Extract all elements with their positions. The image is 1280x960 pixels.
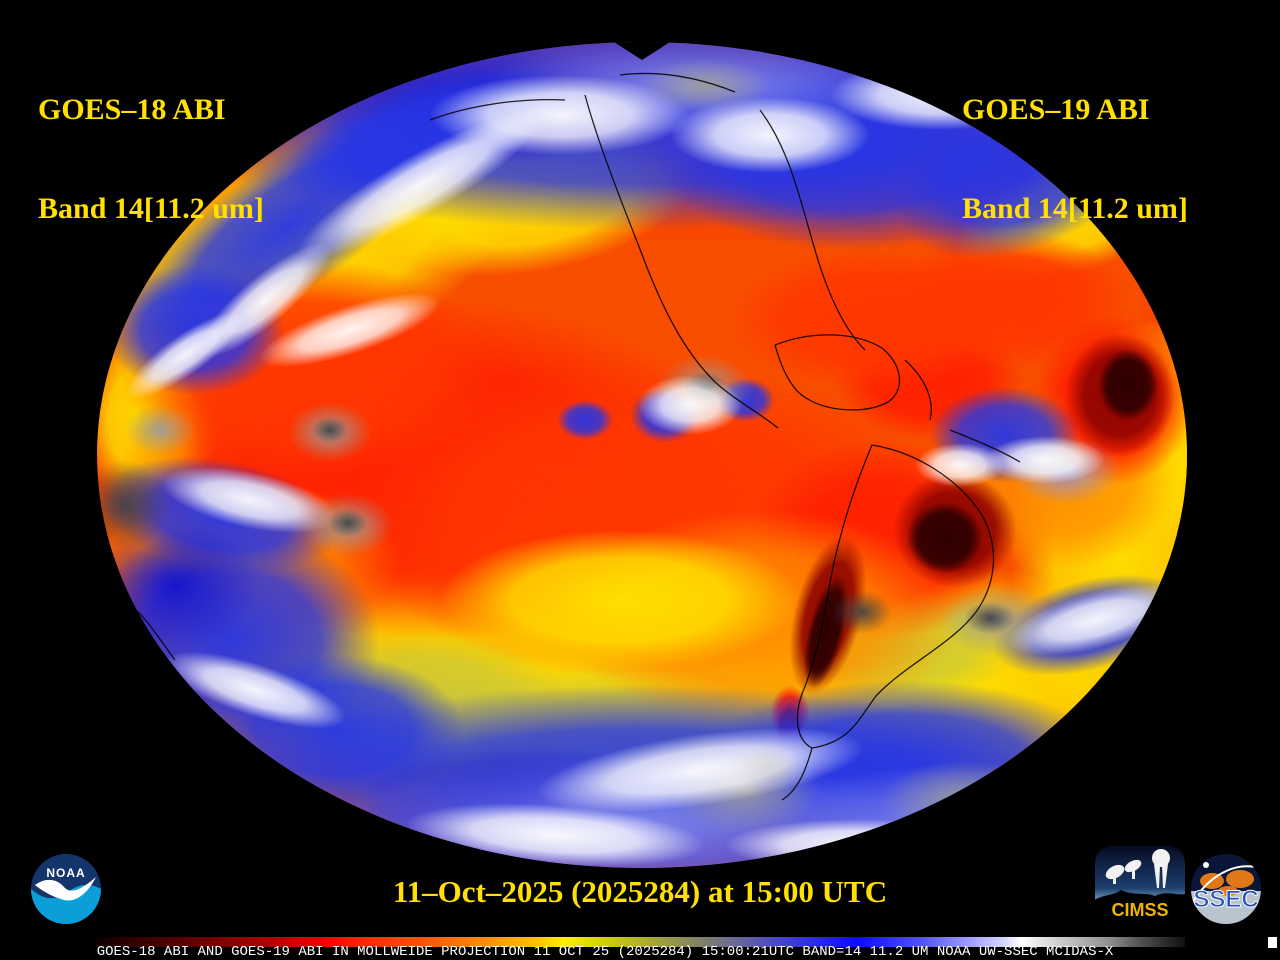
noaa-logo-text: NOAA [46, 866, 85, 880]
noaa-bird-icon [35, 877, 96, 901]
ssec-continents [1200, 870, 1254, 896]
goes18-label: GOES–18 ABI Band 14[11.2 um] [38, 27, 264, 291]
ssec-logo-text: SSEC [1193, 886, 1258, 913]
noaa-logo-sea [31, 884, 101, 924]
status-cursor-marker [1268, 937, 1277, 948]
goes19-label-line2: Band 14[11.2 um] [962, 192, 1188, 225]
cimss-dish-icons [1105, 849, 1170, 888]
ssec-logo: SSEC [1188, 851, 1264, 927]
cimss-logo-text: CIMSS [1111, 900, 1168, 920]
ssec-moon-icon [1203, 862, 1209, 868]
goes18-label-line2: Band 14[11.2 um] [38, 192, 264, 225]
projection-seam-notch [614, 42, 670, 60]
cimss-ground-silhouette [1094, 890, 1186, 924]
goes19-label-line1: GOES–19 ABI [962, 93, 1150, 126]
goes18-label-line1: GOES–18 ABI [38, 93, 226, 126]
noaa-logo: NOAA [30, 853, 102, 925]
timestamp-caption: 11–Oct–2025 (2025284) at 15:00 UTC [392, 874, 888, 909]
temperature-colorbar [95, 937, 1185, 947]
goes19-label: GOES–19 ABI Band 14[11.2 um] [962, 27, 1188, 291]
cimss-logo: CIMSS [1093, 844, 1187, 924]
status-line: GOES-18 ABI AND GOES-19 ABI IN MOLLWEIDE… [96, 944, 1114, 960]
